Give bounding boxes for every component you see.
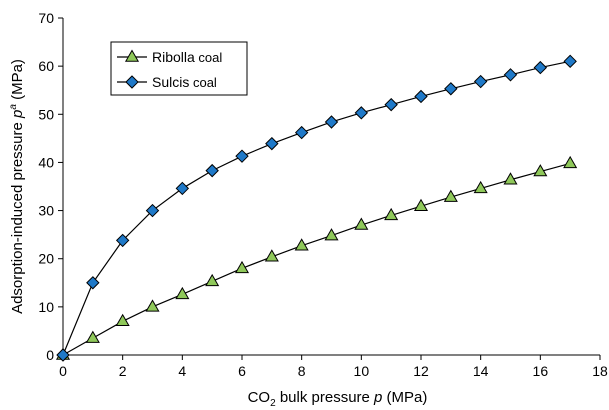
data-point-ribolla [354, 217, 369, 230]
data-point-ribolla [294, 238, 309, 251]
data-point-ribolla [205, 273, 220, 287]
x-tick-label: 16 [533, 363, 549, 379]
data-point-ribolla [234, 260, 250, 274]
data-point-sulcis [324, 115, 339, 129]
x-tick-label: 12 [413, 363, 429, 379]
data-point-sulcis [473, 74, 488, 89]
axes-layer: 0 2 4 6 8 10 12 14 16 18 0 10 20 30 40 50 60 70 [38, 10, 608, 379]
data-point-sulcis [444, 82, 458, 96]
data-point-ribolla [443, 189, 458, 202]
y-tick-label: 10 [38, 299, 54, 315]
data-point-sulcis [384, 97, 398, 112]
data-point-sulcis [533, 60, 548, 75]
data-point-sulcis [414, 89, 428, 104]
x-axis-title: CO2 bulk pressure p (MPa) [248, 389, 428, 409]
x-tick-label: 10 [354, 363, 370, 379]
legend-label-sulcis: Sulcis coal [152, 74, 217, 90]
data-point-sulcis [175, 181, 190, 196]
data-point-sulcis [235, 149, 249, 163]
y-tick-label: 50 [38, 106, 54, 122]
data-point-ribolla [384, 207, 399, 221]
data-point-ribolla [85, 330, 100, 343]
x-tick-label: 14 [473, 363, 489, 379]
data-point-ribolla [533, 164, 548, 177]
data-point-sulcis [354, 106, 369, 120]
data-point-sulcis [56, 348, 70, 362]
data-point-sulcis [115, 233, 130, 248]
data-point-sulcis [503, 68, 518, 82]
data-point-sulcis [563, 54, 577, 69]
data-point-sulcis [294, 125, 309, 140]
data-point-ribolla [473, 180, 488, 194]
y-tick-label: 70 [38, 10, 54, 26]
x-tick-label: 6 [238, 363, 246, 379]
data-point-ribolla [413, 198, 429, 211]
data-point-ribolla [264, 249, 279, 262]
legend-label-ribolla: Ribolla coal [152, 49, 222, 65]
y-tick-label: 60 [38, 58, 54, 74]
x-tick-label: 8 [298, 363, 306, 379]
data-point-ribolla [563, 155, 578, 169]
x-tick-label: 2 [119, 363, 127, 379]
series-line-sulcis [62, 60, 571, 356]
legend: Ribolla coal Sulcis coal [110, 41, 248, 96]
y-axis-title: Adsorption-induced pressure pa (MPa) [8, 59, 26, 314]
data-point-ribolla [145, 299, 160, 312]
data-point-sulcis [205, 163, 219, 178]
data-point-ribolla [324, 228, 339, 241]
y-tick-label: 20 [38, 251, 54, 267]
data-point-sulcis [86, 276, 100, 290]
legend-marker-ribolla [124, 49, 140, 62]
data-point-sulcis [265, 136, 279, 151]
data-point-ribolla [175, 286, 190, 300]
data-point-sulcis [145, 203, 160, 218]
data-point-ribolla [115, 313, 130, 327]
legend-marker-sulcis [125, 75, 139, 89]
series-layer [55, 54, 578, 362]
x-tick-label: 18 [592, 363, 608, 379]
x-tick-label: 4 [178, 363, 186, 379]
data-point-ribolla [503, 172, 518, 185]
series-line-ribolla [62, 162, 571, 356]
y-tick-label: 40 [38, 154, 54, 170]
x-tick-label: 0 [59, 363, 67, 379]
y-tick-label: 30 [38, 203, 54, 219]
y-tick-label: 0 [46, 347, 54, 363]
